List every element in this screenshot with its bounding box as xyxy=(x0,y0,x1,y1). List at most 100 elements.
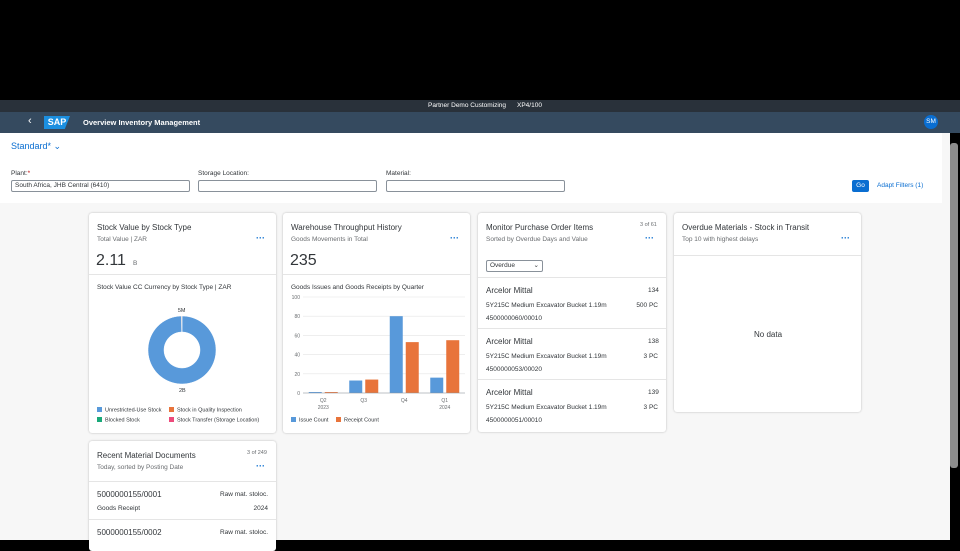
more[interactable]: ··· xyxy=(256,233,265,243)
variant[interactable]: Standard* ⌄ xyxy=(11,141,62,151)
bar xyxy=(405,342,419,393)
more[interactable]: ··· xyxy=(256,461,265,471)
bar xyxy=(389,316,403,393)
card-title: Warehouse Throughput History xyxy=(291,223,402,232)
card-title: Overdue Materials - Stock in Transit xyxy=(682,223,810,232)
vendor[interactable]: Arcelor Mittal xyxy=(486,286,533,295)
logo[interactable]: SAP xyxy=(44,116,70,129)
x-tick-label: 2024 xyxy=(439,405,450,411)
filter-label: Storage Location: xyxy=(198,170,249,177)
divider xyxy=(89,274,276,275)
bar xyxy=(324,392,338,393)
select-value: Overdue xyxy=(490,262,515,269)
variant-modified: * xyxy=(47,141,52,151)
document[interactable]: 5000000155/0002 xyxy=(97,528,162,537)
bar xyxy=(349,380,363,393)
system-bar: Partner Demo Customizing XP4/100 xyxy=(0,100,960,112)
system-name: Partner Demo Customizing xyxy=(428,102,507,109)
legend-swatch xyxy=(336,417,341,422)
document: 4500000051/00010 xyxy=(486,417,543,424)
plant-input[interactable]: South Africa, JHB Central (6410) xyxy=(11,180,190,192)
bar xyxy=(446,340,460,393)
chart-title: Goods Issues and Goods Receipts by Quart… xyxy=(291,284,425,291)
label: Plant: xyxy=(11,170,28,177)
material: 5Y215C Medium Excavator Bucket 1.19m xyxy=(486,353,607,360)
movement: Goods Receipt xyxy=(97,505,140,512)
more[interactable]: ··· xyxy=(841,233,850,243)
x-tick-label: Q3 xyxy=(360,398,367,404)
legend-label: Receipt Count xyxy=(344,418,379,424)
card-title: Stock Value by Stock Type xyxy=(97,223,192,232)
divider xyxy=(478,277,666,278)
card-title: Monitor Purchase Order Items xyxy=(486,223,594,232)
document: 4500000053/00020 xyxy=(486,366,543,373)
select[interactable]: Overdue ⌄ xyxy=(486,260,543,272)
y-tick-label: 60 xyxy=(294,333,300,339)
legend-label: Stock Transfer (Storage Location) xyxy=(177,418,259,424)
card[interactable]: Warehouse Throughput History Goods Movem… xyxy=(283,213,470,433)
y-tick-label: 40 xyxy=(294,353,300,359)
card[interactable]: Monitor Purchase Order Items 3 of 61 Sor… xyxy=(478,213,666,432)
divider xyxy=(478,328,666,329)
app-title[interactable]: Overview Inventory Management xyxy=(83,118,201,127)
divider xyxy=(283,274,470,275)
more[interactable]: ··· xyxy=(645,233,654,243)
material: 5Y215C Medium Excavator Bucket 1.19m xyxy=(486,302,607,309)
divider xyxy=(478,379,666,380)
back-button[interactable]: ‹ xyxy=(28,115,32,127)
y-tick-label: 80 xyxy=(294,314,300,320)
divider xyxy=(89,519,276,520)
value-label: 2B xyxy=(179,388,186,394)
material-input[interactable] xyxy=(386,180,565,192)
legend-label: Stock in Quality Inspection xyxy=(177,408,242,414)
adapt-filters[interactable]: Adapt Filters (1) xyxy=(877,182,924,189)
bar xyxy=(430,377,444,393)
material: 5Y215C Medium Excavator Bucket 1.19m xyxy=(486,404,607,411)
document[interactable]: 5000000155/0001 xyxy=(97,490,162,499)
more[interactable]: ··· xyxy=(450,233,459,243)
card-subtitle: Sorted by Overdue Days and Value xyxy=(486,236,588,243)
filter-label: Material: xyxy=(386,170,411,177)
card-subtitle: Today, sorted by Posting Date xyxy=(97,464,184,471)
storage-input[interactable] xyxy=(198,180,377,192)
card[interactable]: Overdue Materials - Stock in Transit Top… xyxy=(674,213,861,412)
document: 4500000060/00010 xyxy=(486,315,543,322)
quantity: 500 PC xyxy=(636,302,658,309)
count: 3 of 61 xyxy=(640,222,657,228)
count: 3 of 249 xyxy=(247,450,267,456)
go-button[interactable]: Go xyxy=(852,180,869,192)
card[interactable]: Stock Value by Stock Type Total Value | … xyxy=(89,213,276,433)
quantity: 3 PC xyxy=(643,353,658,360)
bar xyxy=(365,379,379,393)
value-label: 5M xyxy=(178,308,186,314)
filter-label: Plant:* xyxy=(11,170,30,177)
doc-type: Raw mat. stoloc. xyxy=(219,491,268,498)
y-tick-label: 100 xyxy=(292,295,301,301)
card[interactable]: Recent Material Documents 3 of 249 Today… xyxy=(89,441,276,551)
client: XP4/100 xyxy=(517,102,542,109)
avatar[interactable]: SM xyxy=(924,115,938,129)
legend-swatch xyxy=(291,417,296,422)
variant-name[interactable]: Standard xyxy=(11,141,48,151)
y-tick-label: 20 xyxy=(294,372,300,378)
required: * xyxy=(27,170,31,177)
filter-bar: Standard* ⌄ Plant:* South Africa, JHB Ce… xyxy=(0,133,942,203)
chart: Goods Issues and Goods Receipts by Quart… xyxy=(291,284,465,424)
scrollbar[interactable] xyxy=(950,143,958,468)
empty-text: No data xyxy=(754,330,783,339)
card-title: Recent Material Documents xyxy=(97,451,196,460)
bar xyxy=(308,392,322,393)
y-tick-label: 0 xyxy=(297,391,300,397)
legend-swatch xyxy=(169,417,174,422)
vendor[interactable]: Arcelor Mittal xyxy=(486,337,533,346)
chart-title: Stock Value CC Currency by Stock Type | … xyxy=(97,284,232,291)
legend-label: Issue Count xyxy=(299,418,329,424)
kpi-unit: B xyxy=(133,260,138,267)
pie-slice xyxy=(147,315,217,385)
vendor[interactable]: Arcelor Mittal xyxy=(486,388,533,397)
divider xyxy=(89,481,276,482)
overdue-days: 139 xyxy=(648,389,659,396)
quantity: 3 PC xyxy=(643,404,658,411)
x-tick-label: Q4 xyxy=(401,398,408,404)
